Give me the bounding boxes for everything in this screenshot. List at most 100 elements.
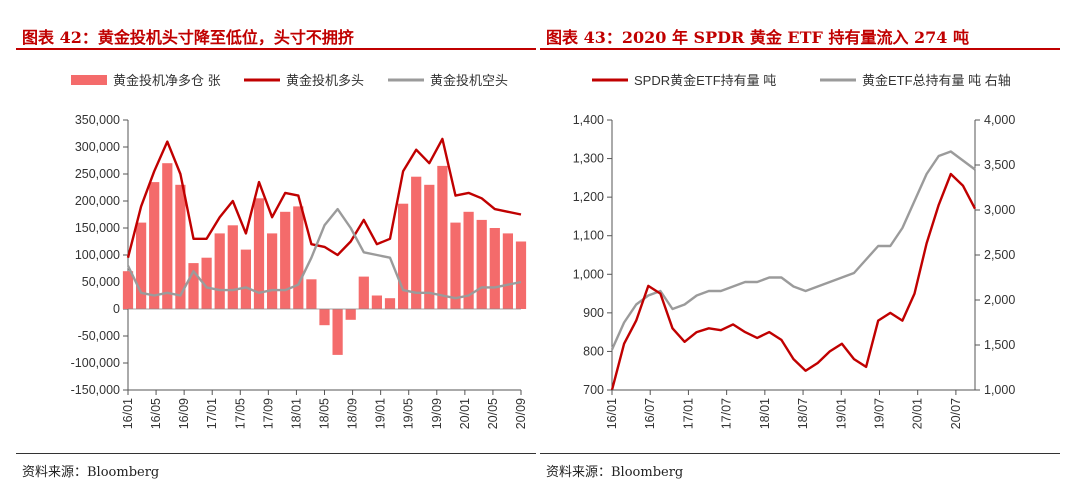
- net-position-bar: [162, 163, 173, 309]
- y-left-tick-label: 700: [583, 383, 604, 397]
- y-tick-label: 0: [113, 302, 120, 316]
- net-position-bar: [450, 222, 461, 309]
- y-left-tick-label: 1,000: [573, 267, 604, 281]
- long-position-line: [126, 137, 522, 258]
- y-left-tick-label: 1,300: [573, 152, 604, 166]
- net-position-bar: [280, 211, 291, 309]
- net-position-bar: [463, 211, 474, 309]
- x-tick-label: 20/07: [949, 398, 963, 429]
- x-tick-label: 17/09: [261, 398, 275, 429]
- x-tick-label: 16/01: [605, 398, 619, 429]
- net-position-bar: [489, 228, 500, 309]
- y-right-tick-label: 2,500: [984, 248, 1015, 262]
- y-left-tick-label: 800: [583, 344, 604, 358]
- net-position-bar: [332, 309, 343, 355]
- legend-label: 黄金投机空头: [430, 73, 508, 88]
- x-tick-label: 19/01: [374, 398, 388, 429]
- y-right-tick-label: 1,500: [984, 338, 1015, 352]
- y-right-tick-label: 3,000: [984, 203, 1015, 217]
- left-chart: 黄金投机净多仓 张 黄金投机多头 黄金投机空头 350,000 300,000 250,0…: [71, 73, 528, 429]
- net-position-bar: [122, 271, 134, 309]
- x-tick-label: 16/07: [643, 398, 657, 429]
- net-position-bar: [345, 309, 356, 320]
- x-tick-label: 20/09: [514, 398, 528, 429]
- net-position-bar: [227, 225, 238, 309]
- x-tick-label: 19/01: [834, 398, 848, 429]
- x-tick-label: 18/07: [796, 398, 810, 429]
- x-tick-label: 20/01: [458, 398, 472, 429]
- net-position-bar: [214, 233, 225, 309]
- net-position-bar: [266, 233, 278, 309]
- x-tick-label: 17/07: [720, 398, 734, 429]
- net-position-bar: [149, 182, 160, 309]
- y-left-tick-label: 1,100: [573, 229, 604, 243]
- net-position-bar: [411, 176, 422, 309]
- net-position-bar: [371, 295, 383, 309]
- x-tick-label: 20/05: [486, 398, 500, 429]
- net-position-bar: [188, 263, 199, 309]
- net-position-bar: [319, 309, 330, 326]
- x-tick-label: 19/09: [430, 398, 444, 429]
- right-chart-title: 图表 43：2020 年 SPDR 黄金 ETF 持有量流入 274 吨: [546, 28, 969, 47]
- net-position-bar: [201, 257, 212, 309]
- x-tick-label: 19/05: [402, 398, 416, 429]
- net-position-bar: [358, 276, 369, 309]
- short-position-line: [126, 207, 522, 300]
- net-position-bar: [306, 279, 317, 309]
- y-tick-label: 200,000: [75, 194, 120, 208]
- y-tick-label: 50,000: [82, 275, 120, 289]
- legend-label: 黄金ETF总持有量 吨 右轴: [862, 73, 1011, 88]
- y-tick-label: 100,000: [75, 248, 120, 262]
- left-chart-source: 资料来源：Bloomberg: [22, 465, 160, 480]
- net-position-bar: [437, 165, 448, 309]
- net-position-bar: [240, 249, 252, 309]
- x-tick-label: 17/05: [233, 398, 247, 429]
- x-tick-label: 17/01: [681, 398, 695, 429]
- net-position-bar: [397, 203, 409, 309]
- net-position-bar: [476, 219, 487, 309]
- x-tick-label: 16/05: [149, 398, 163, 429]
- left-source-divider: [16, 453, 536, 454]
- net-position-bar: [135, 222, 147, 309]
- net-position-bar: [515, 241, 527, 309]
- legend-label: SPDR黄金ETF持有量 吨: [634, 73, 776, 88]
- net-position-bar: [175, 184, 186, 309]
- x-tick-label: 18/05: [318, 398, 332, 429]
- left-chart-panel: 图表 42：黄金投机头寸降至低位，头寸不拥挤 黄金投机净多仓 张黄金投机多头 黄金…: [16, 0, 536, 500]
- net-position-bar: [293, 206, 304, 309]
- y-left-tick-label: 900: [583, 306, 604, 320]
- net-position-bar: [253, 198, 265, 309]
- y-tick-label: -150,000: [71, 383, 120, 397]
- total-etf-holdings-line: [610, 150, 976, 350]
- right-chart-panel: 图表 43：2020 年 SPDR 黄金 ETF 持有量流入 274 吨 SPD…: [540, 0, 1060, 500]
- x-tick-label: 18/09: [346, 398, 360, 429]
- y-tick-label: -100,000: [71, 356, 120, 370]
- y-left-tick-label: 1,400: [573, 113, 604, 127]
- x-tick-label: 18/01: [758, 398, 772, 429]
- net-position-bar: [424, 184, 435, 309]
- y-tick-label: -50,000: [78, 329, 120, 343]
- legend-label: 黄金投机多头: [286, 73, 364, 88]
- legend-swatch: [71, 75, 107, 85]
- y-tick-label: 300,000: [75, 140, 120, 154]
- right-chart-source: 资料来源：Bloomberg: [546, 465, 684, 480]
- left-title-divider: [16, 48, 536, 50]
- right-title-divider: [540, 48, 1060, 50]
- y-tick-label: 350,000: [75, 113, 120, 127]
- x-tick-label: 18/01: [289, 398, 303, 429]
- y-left-tick-label: 1,200: [573, 190, 604, 204]
- net-position-bar: [384, 298, 396, 309]
- x-tick-label: 17/01: [205, 398, 219, 429]
- left-chart-title: 图表 42：黄金投机头寸降至低位，头寸不拥挤: [22, 28, 354, 47]
- y-right-tick-label: 3,500: [984, 158, 1015, 172]
- x-tick-label: 19/07: [872, 398, 886, 429]
- y-right-tick-label: 1,000: [984, 383, 1015, 397]
- y-right-tick-label: 2,000: [984, 293, 1015, 307]
- y-right-tick-label: 4,000: [984, 113, 1015, 127]
- right-chart: SPDR黄金ETF持有量 吨 黄金ETF总持有量 吨 右轴 1,400 1,300 1,…: [573, 73, 1016, 429]
- x-tick-label: 16/09: [177, 398, 191, 429]
- x-tick-label: 16/01: [121, 398, 135, 429]
- spdr-holdings-line: [610, 172, 977, 391]
- legend-label: 黄金投机净多仓 张: [113, 73, 221, 88]
- y-tick-label: 250,000: [75, 167, 120, 181]
